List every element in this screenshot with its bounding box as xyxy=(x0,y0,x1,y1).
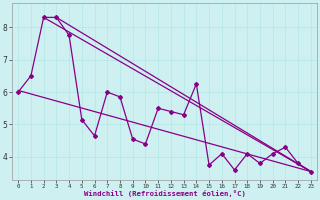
X-axis label: Windchill (Refroidissement éolien,°C): Windchill (Refroidissement éolien,°C) xyxy=(84,190,245,197)
